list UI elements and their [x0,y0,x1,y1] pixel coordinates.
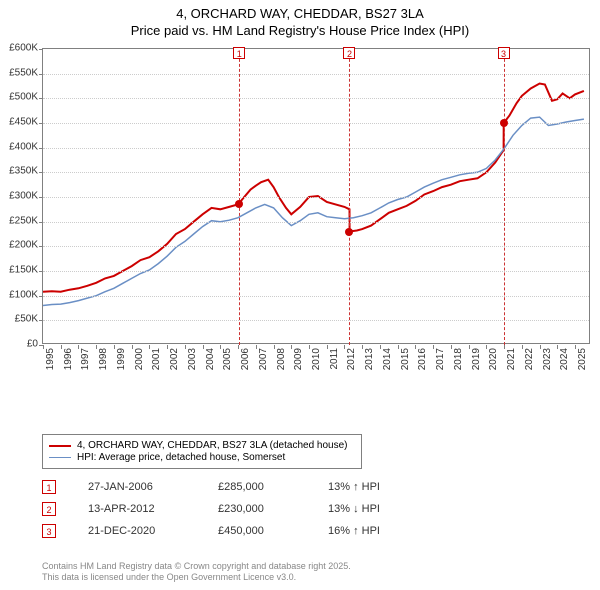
legend-item-hpi: HPI: Average price, detached house, Some… [49,452,355,463]
footer-line: This data is licensed under the Open Gov… [42,572,351,584]
y-axis-label: £100K [9,289,38,300]
x-axis-label: 1998 [98,348,109,370]
x-axis-label: 2006 [240,348,251,370]
sale-date: 13-APR-2012 [88,503,218,515]
legend: 4, ORCHARD WAY, CHEDDAR, BS27 3LA (detac… [42,434,362,469]
sale-delta: 13% ↓ HPI [328,503,438,515]
x-axis-label: 2023 [542,348,553,370]
sale-price: £450,000 [218,525,328,537]
y-axis-label: £300K [9,191,38,202]
x-axis-label: 2003 [187,348,198,370]
x-axis-label: 2024 [559,348,570,370]
sale-dot [345,228,353,236]
sale-index-box: 2 [42,502,56,516]
x-axis-label: 2001 [151,348,162,370]
x-axis-label: 1995 [45,348,56,370]
x-axis-label: 2012 [346,348,357,370]
sale-price: £285,000 [218,481,328,493]
x-axis-label: 2022 [524,348,535,370]
y-axis-label: £150K [9,265,38,276]
table-row: 3 21-DEC-2020 £450,000 16% ↑ HPI [42,520,438,542]
x-axis-label: 2000 [134,348,145,370]
x-axis-label: 1997 [80,348,91,370]
sale-marker-box: 1 [233,47,245,59]
x-axis-label: 2015 [400,348,411,370]
title-address: 4, ORCHARD WAY, CHEDDAR, BS27 3LA [0,6,600,23]
sales-table: 1 27-JAN-2006 £285,000 13% ↑ HPI 2 13-AP… [42,476,438,542]
x-axis-label: 2018 [453,348,464,370]
x-axis-label: 2005 [222,348,233,370]
y-axis-label: £200K [9,240,38,251]
sale-dot [500,119,508,127]
x-axis-label: 2019 [471,348,482,370]
x-axis-label: 1996 [63,348,74,370]
x-axis-label: 2016 [417,348,428,370]
footer-line: Contains HM Land Registry data © Crown c… [42,561,351,573]
x-axis-label: 2011 [329,348,340,370]
y-axis-label: £450K [9,117,38,128]
sale-date: 27-JAN-2006 [88,481,218,493]
sale-guide-line [504,49,505,345]
table-row: 2 13-APR-2012 £230,000 13% ↓ HPI [42,498,438,520]
x-axis-label: 2010 [311,348,322,370]
x-axis-label: 2017 [435,348,446,370]
y-axis-label: £400K [9,141,38,152]
title-subtitle: Price paid vs. HM Land Registry's House … [0,23,600,40]
x-axis-label: 2007 [258,348,269,370]
sale-marker-box: 2 [343,47,355,59]
y-axis-label: £600K [9,43,38,54]
chart-area: 123 £0£50K£100K£150K£200K£250K£300K£350K… [42,48,590,388]
legend-label: HPI: Average price, detached house, Some… [77,452,285,463]
x-axis-label: 2014 [382,348,393,370]
sale-date: 21-DEC-2020 [88,525,218,537]
legend-swatch [49,445,71,447]
chart-title: 4, ORCHARD WAY, CHEDDAR, BS27 3LA Price … [0,0,600,40]
sale-index-box: 3 [42,524,56,538]
sale-index-box: 1 [42,480,56,494]
table-row: 1 27-JAN-2006 £285,000 13% ↑ HPI [42,476,438,498]
plot-region: 1 2 3 [42,48,590,344]
x-axis-label: 2004 [205,348,216,370]
sale-guide-line [349,49,350,345]
legend-swatch [49,457,71,459]
x-axis-label: 2002 [169,348,180,370]
y-axis-label: £0 [27,339,38,350]
y-axis-label: £550K [9,67,38,78]
x-axis-label: 2025 [577,348,588,370]
y-axis-label: £350K [9,166,38,177]
sale-delta: 16% ↑ HPI [328,525,438,537]
legend-label: 4, ORCHARD WAY, CHEDDAR, BS27 3LA (detac… [77,440,347,451]
x-axis-label: 2008 [276,348,287,370]
attribution-footer: Contains HM Land Registry data © Crown c… [42,561,351,584]
y-axis-label: £50K [15,314,38,325]
x-axis-label: 2013 [364,348,375,370]
x-axis-label: 1999 [116,348,127,370]
y-axis-label: £250K [9,215,38,226]
x-axis-label: 2021 [506,348,517,370]
sale-dot [235,200,243,208]
sale-price: £230,000 [218,503,328,515]
sale-guide-line [239,49,240,345]
sale-delta: 13% ↑ HPI [328,481,438,493]
x-axis-label: 2009 [293,348,304,370]
sale-marker-box: 3 [498,47,510,59]
y-axis-label: £500K [9,92,38,103]
legend-item-price-paid: 4, ORCHARD WAY, CHEDDAR, BS27 3LA (detac… [49,440,355,451]
x-axis-label: 2020 [488,348,499,370]
